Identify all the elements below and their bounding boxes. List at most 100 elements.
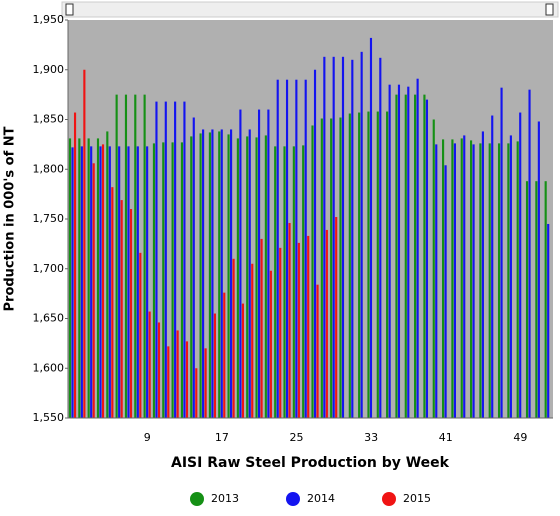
y-tick-label: 1,850 bbox=[33, 113, 65, 126]
legend-label: 2013 bbox=[211, 492, 239, 505]
bar bbox=[68, 138, 72, 418]
bar bbox=[341, 56, 345, 418]
bar bbox=[516, 141, 519, 418]
bar bbox=[239, 109, 242, 419]
legend-marker bbox=[382, 492, 396, 506]
bar bbox=[423, 94, 426, 418]
bar bbox=[500, 87, 503, 418]
scroll-handle-left[interactable] bbox=[65, 3, 74, 16]
bar bbox=[204, 348, 207, 418]
x-axis-title: AISI Raw Steel Production by Week bbox=[171, 455, 450, 471]
legend-marker bbox=[286, 492, 300, 506]
bar bbox=[199, 133, 202, 418]
x-tick-label: 33 bbox=[364, 431, 378, 444]
y-tick-label: 1,750 bbox=[33, 212, 65, 225]
bar bbox=[220, 129, 223, 418]
bar bbox=[136, 146, 139, 419]
bar bbox=[404, 94, 407, 418]
bar bbox=[330, 118, 333, 418]
bar bbox=[285, 79, 289, 418]
bar bbox=[388, 84, 391, 419]
bar bbox=[323, 56, 326, 418]
y-tick-label: 1,900 bbox=[33, 63, 65, 76]
bar bbox=[108, 146, 111, 419]
y-tick-label: 1,600 bbox=[33, 361, 65, 374]
bar bbox=[171, 142, 174, 418]
bar bbox=[311, 125, 314, 418]
bar bbox=[232, 258, 235, 418]
bar bbox=[453, 143, 456, 418]
bar bbox=[129, 209, 133, 418]
bar bbox=[379, 57, 382, 419]
bar bbox=[183, 101, 186, 418]
bar bbox=[143, 94, 146, 418]
y-tick-label: 1,650 bbox=[33, 312, 65, 325]
bar bbox=[246, 136, 249, 419]
legend-label: 2014 bbox=[307, 492, 335, 505]
bar bbox=[213, 313, 217, 418]
bar bbox=[157, 322, 161, 418]
bar bbox=[115, 94, 118, 418]
scrollbar[interactable] bbox=[61, 1, 559, 18]
bar bbox=[78, 138, 81, 418]
bar bbox=[176, 330, 179, 418]
x-tick-label: 25 bbox=[290, 431, 304, 444]
scroll-handle-right[interactable] bbox=[545, 3, 554, 16]
bar bbox=[167, 346, 170, 418]
bar bbox=[162, 142, 165, 418]
bar bbox=[248, 129, 251, 418]
bar bbox=[547, 223, 550, 418]
bar bbox=[332, 56, 335, 418]
bar bbox=[241, 303, 244, 418]
bar bbox=[73, 112, 77, 418]
bar bbox=[397, 84, 401, 419]
bar bbox=[395, 94, 398, 418]
bar bbox=[180, 142, 183, 418]
bar bbox=[264, 135, 267, 419]
y-tick-label: 1,700 bbox=[33, 262, 65, 275]
bar bbox=[139, 252, 142, 418]
bar bbox=[367, 111, 370, 418]
bar bbox=[414, 94, 417, 418]
bar bbox=[236, 138, 239, 418]
bar bbox=[528, 89, 531, 419]
bar bbox=[307, 235, 310, 418]
legend-label: 2015 bbox=[403, 492, 431, 505]
bar bbox=[174, 101, 177, 418]
bar bbox=[99, 146, 102, 419]
bar bbox=[269, 270, 272, 418]
bar bbox=[407, 86, 410, 418]
bar bbox=[488, 143, 491, 418]
bar bbox=[283, 146, 286, 419]
bar bbox=[316, 284, 319, 418]
bar bbox=[146, 146, 149, 419]
bar bbox=[288, 222, 291, 418]
bar bbox=[444, 165, 447, 418]
bar bbox=[208, 132, 211, 418]
bar bbox=[463, 135, 466, 419]
bar bbox=[134, 94, 137, 418]
y-tick-label: 1,950 bbox=[33, 13, 65, 26]
bar bbox=[519, 112, 522, 418]
bar bbox=[202, 129, 205, 418]
bar bbox=[148, 311, 151, 418]
bar bbox=[80, 146, 83, 419]
bar bbox=[302, 145, 305, 418]
bar bbox=[71, 147, 74, 419]
bar bbox=[96, 138, 100, 418]
x-tick-label: 17 bbox=[215, 431, 229, 444]
bar bbox=[118, 146, 121, 419]
bar bbox=[274, 146, 277, 419]
bar bbox=[279, 247, 282, 418]
bar bbox=[472, 144, 475, 418]
bar bbox=[544, 181, 547, 418]
x-tick-label: 9 bbox=[144, 431, 151, 444]
bar bbox=[192, 117, 195, 418]
bar bbox=[507, 143, 510, 418]
bar bbox=[497, 143, 501, 418]
bar bbox=[376, 111, 379, 418]
y-tick-label: 1,550 bbox=[33, 411, 65, 424]
bar bbox=[227, 134, 230, 419]
bar bbox=[106, 131, 109, 418]
